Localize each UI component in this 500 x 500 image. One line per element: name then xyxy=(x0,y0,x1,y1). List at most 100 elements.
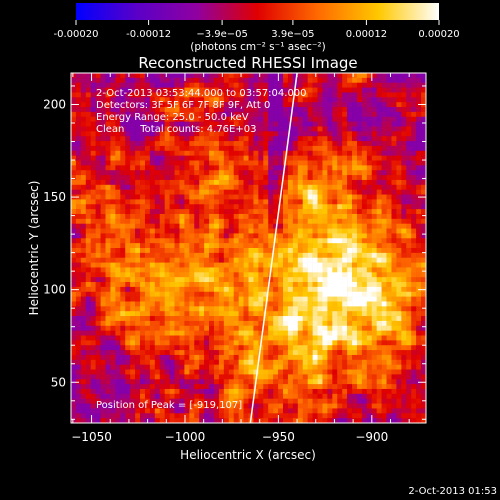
heatmap-cell xyxy=(120,286,126,293)
heatmap-cell xyxy=(273,316,279,322)
heatmap-cell xyxy=(278,374,284,380)
heatmap-cell xyxy=(253,82,259,88)
heatmap-cell xyxy=(164,262,170,268)
heatmap-cell xyxy=(258,403,264,409)
heatmap-cell xyxy=(169,243,175,249)
heatmap-cell xyxy=(386,354,392,361)
heatmap-cell xyxy=(189,354,195,361)
heatmap-cell xyxy=(189,277,195,283)
heatmap-cell xyxy=(396,359,402,366)
heatmap-cell xyxy=(174,243,180,249)
heatmap-cell xyxy=(337,121,343,127)
heatmap-cell xyxy=(105,121,111,127)
heatmap-cell xyxy=(361,369,368,375)
heatmap-cell xyxy=(125,306,131,312)
heatmap-cell xyxy=(312,316,318,322)
heatmap-cell xyxy=(243,175,249,181)
heatmap-cell xyxy=(352,199,358,205)
heatmap-cell xyxy=(100,136,106,142)
heatmap-cell xyxy=(204,418,210,423)
heatmap-cell xyxy=(140,126,146,132)
heatmap-cell xyxy=(105,194,111,200)
heatmap-cell xyxy=(327,296,333,302)
heatmap-cell xyxy=(307,350,313,356)
heatmap-cell xyxy=(80,306,87,312)
heatmap-cell xyxy=(371,175,377,181)
heatmap-cell xyxy=(233,359,239,366)
heatmap-cell xyxy=(366,257,373,263)
heatmap-cell xyxy=(154,340,161,346)
heatmap-cell xyxy=(71,320,77,327)
heatmap-cell xyxy=(327,223,333,229)
heatmap-cell xyxy=(115,150,121,157)
heatmap-cell xyxy=(80,291,87,297)
heatmap-cell xyxy=(140,228,146,234)
heatmap-cell xyxy=(204,126,210,132)
heatmap-cell xyxy=(253,77,259,84)
heatmap-cell xyxy=(71,301,77,307)
heatmap-cell xyxy=(268,160,274,166)
heatmap-cell xyxy=(243,335,249,341)
heatmap-cell xyxy=(149,291,156,297)
heatmap-cell xyxy=(327,194,333,200)
heatmap-cell xyxy=(75,248,82,254)
heatmap-cell xyxy=(317,87,323,93)
heatmap-cell xyxy=(75,233,82,239)
heatmap-cell xyxy=(352,189,358,195)
heatmap-cell xyxy=(100,82,106,88)
heatmap-cell xyxy=(213,398,220,404)
heatmap-cell xyxy=(253,384,259,390)
heatmap-cell xyxy=(100,248,106,254)
heatmap-cell xyxy=(159,179,165,186)
heatmap-cell xyxy=(209,369,215,375)
heatmap-cell xyxy=(302,102,308,108)
heatmap-cell xyxy=(194,213,200,220)
heatmap-cell xyxy=(179,340,185,346)
heatmap-cell xyxy=(366,262,373,268)
heatmap-cell xyxy=(322,301,328,307)
heatmap-cell xyxy=(347,301,353,307)
heatmap-cell xyxy=(218,364,225,370)
heatmap-cell xyxy=(292,384,299,390)
heatmap-cell xyxy=(204,228,210,234)
heatmap-cell xyxy=(80,218,87,225)
heatmap-cell xyxy=(273,413,279,419)
heatmap-cell xyxy=(248,252,254,259)
heatmap-cell xyxy=(243,165,249,171)
heatmap-cell xyxy=(381,301,387,307)
heatmap-cell xyxy=(376,257,382,263)
heatmap-cell xyxy=(75,165,82,171)
heatmap-cell xyxy=(327,131,333,137)
heatmap-cell xyxy=(199,121,205,127)
heatmap-cell xyxy=(243,204,249,210)
heatmap-cell xyxy=(110,345,116,351)
heatmap-cell xyxy=(238,335,244,341)
heatmap-cell xyxy=(90,267,96,273)
heatmap-cell xyxy=(218,398,225,404)
heatmap-cell xyxy=(283,413,289,419)
heatmap-cell xyxy=(361,73,368,79)
heatmap-cell xyxy=(164,296,170,302)
heatmap-cell xyxy=(149,116,156,122)
heatmap-cell xyxy=(376,189,382,195)
heatmap-cell xyxy=(105,267,111,273)
heatmap-cell xyxy=(322,388,328,395)
heatmap-cell xyxy=(194,413,200,419)
heatmap-cell xyxy=(307,116,313,122)
heatmap-cell xyxy=(401,354,407,361)
heatmap-cell xyxy=(90,364,96,370)
heatmap-cell xyxy=(115,82,121,88)
heatmap-cell xyxy=(90,272,96,278)
heatmap-cell xyxy=(233,228,239,234)
heatmap-cell xyxy=(95,126,101,132)
heatmap-cell xyxy=(149,107,156,113)
heatmap-cell xyxy=(401,121,407,127)
heatmap-cell xyxy=(366,393,373,400)
heatmap-cell xyxy=(243,73,249,79)
heatmap-cell xyxy=(312,141,318,147)
heatmap-cell xyxy=(327,272,333,278)
heatmap-cell xyxy=(366,199,373,205)
heatmap-cell xyxy=(376,175,382,181)
heatmap-cell xyxy=(376,282,382,288)
heatmap-cell xyxy=(332,413,338,419)
